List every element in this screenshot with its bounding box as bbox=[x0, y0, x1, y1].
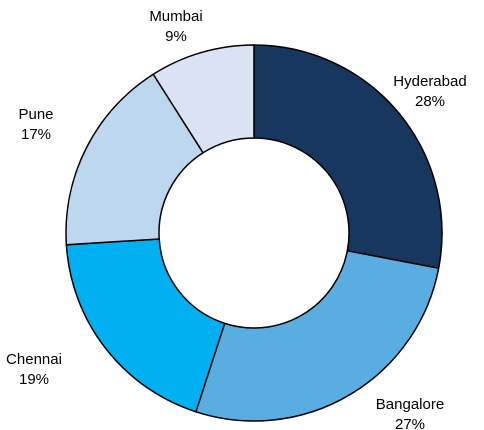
donut-slice bbox=[65, 238, 226, 413]
donut-slice bbox=[65, 73, 205, 246]
slice-label: Pune bbox=[18, 106, 53, 123]
slice-value-label: 28% bbox=[415, 93, 445, 110]
slice-value-label: 9% bbox=[165, 28, 187, 45]
slice-label: Mumbai bbox=[149, 8, 202, 25]
donut-slice bbox=[152, 44, 255, 154]
donut-slice bbox=[194, 249, 440, 422]
slice-label: Bangalore bbox=[376, 396, 444, 413]
slice-label: Chennai bbox=[6, 351, 62, 368]
slice-label: Hyderabad bbox=[393, 73, 466, 90]
slice-value-label: 19% bbox=[19, 371, 49, 388]
slice-value-label: 17% bbox=[21, 126, 51, 143]
slice-value-label: 27% bbox=[395, 416, 425, 430]
donut-slice bbox=[253, 44, 443, 270]
